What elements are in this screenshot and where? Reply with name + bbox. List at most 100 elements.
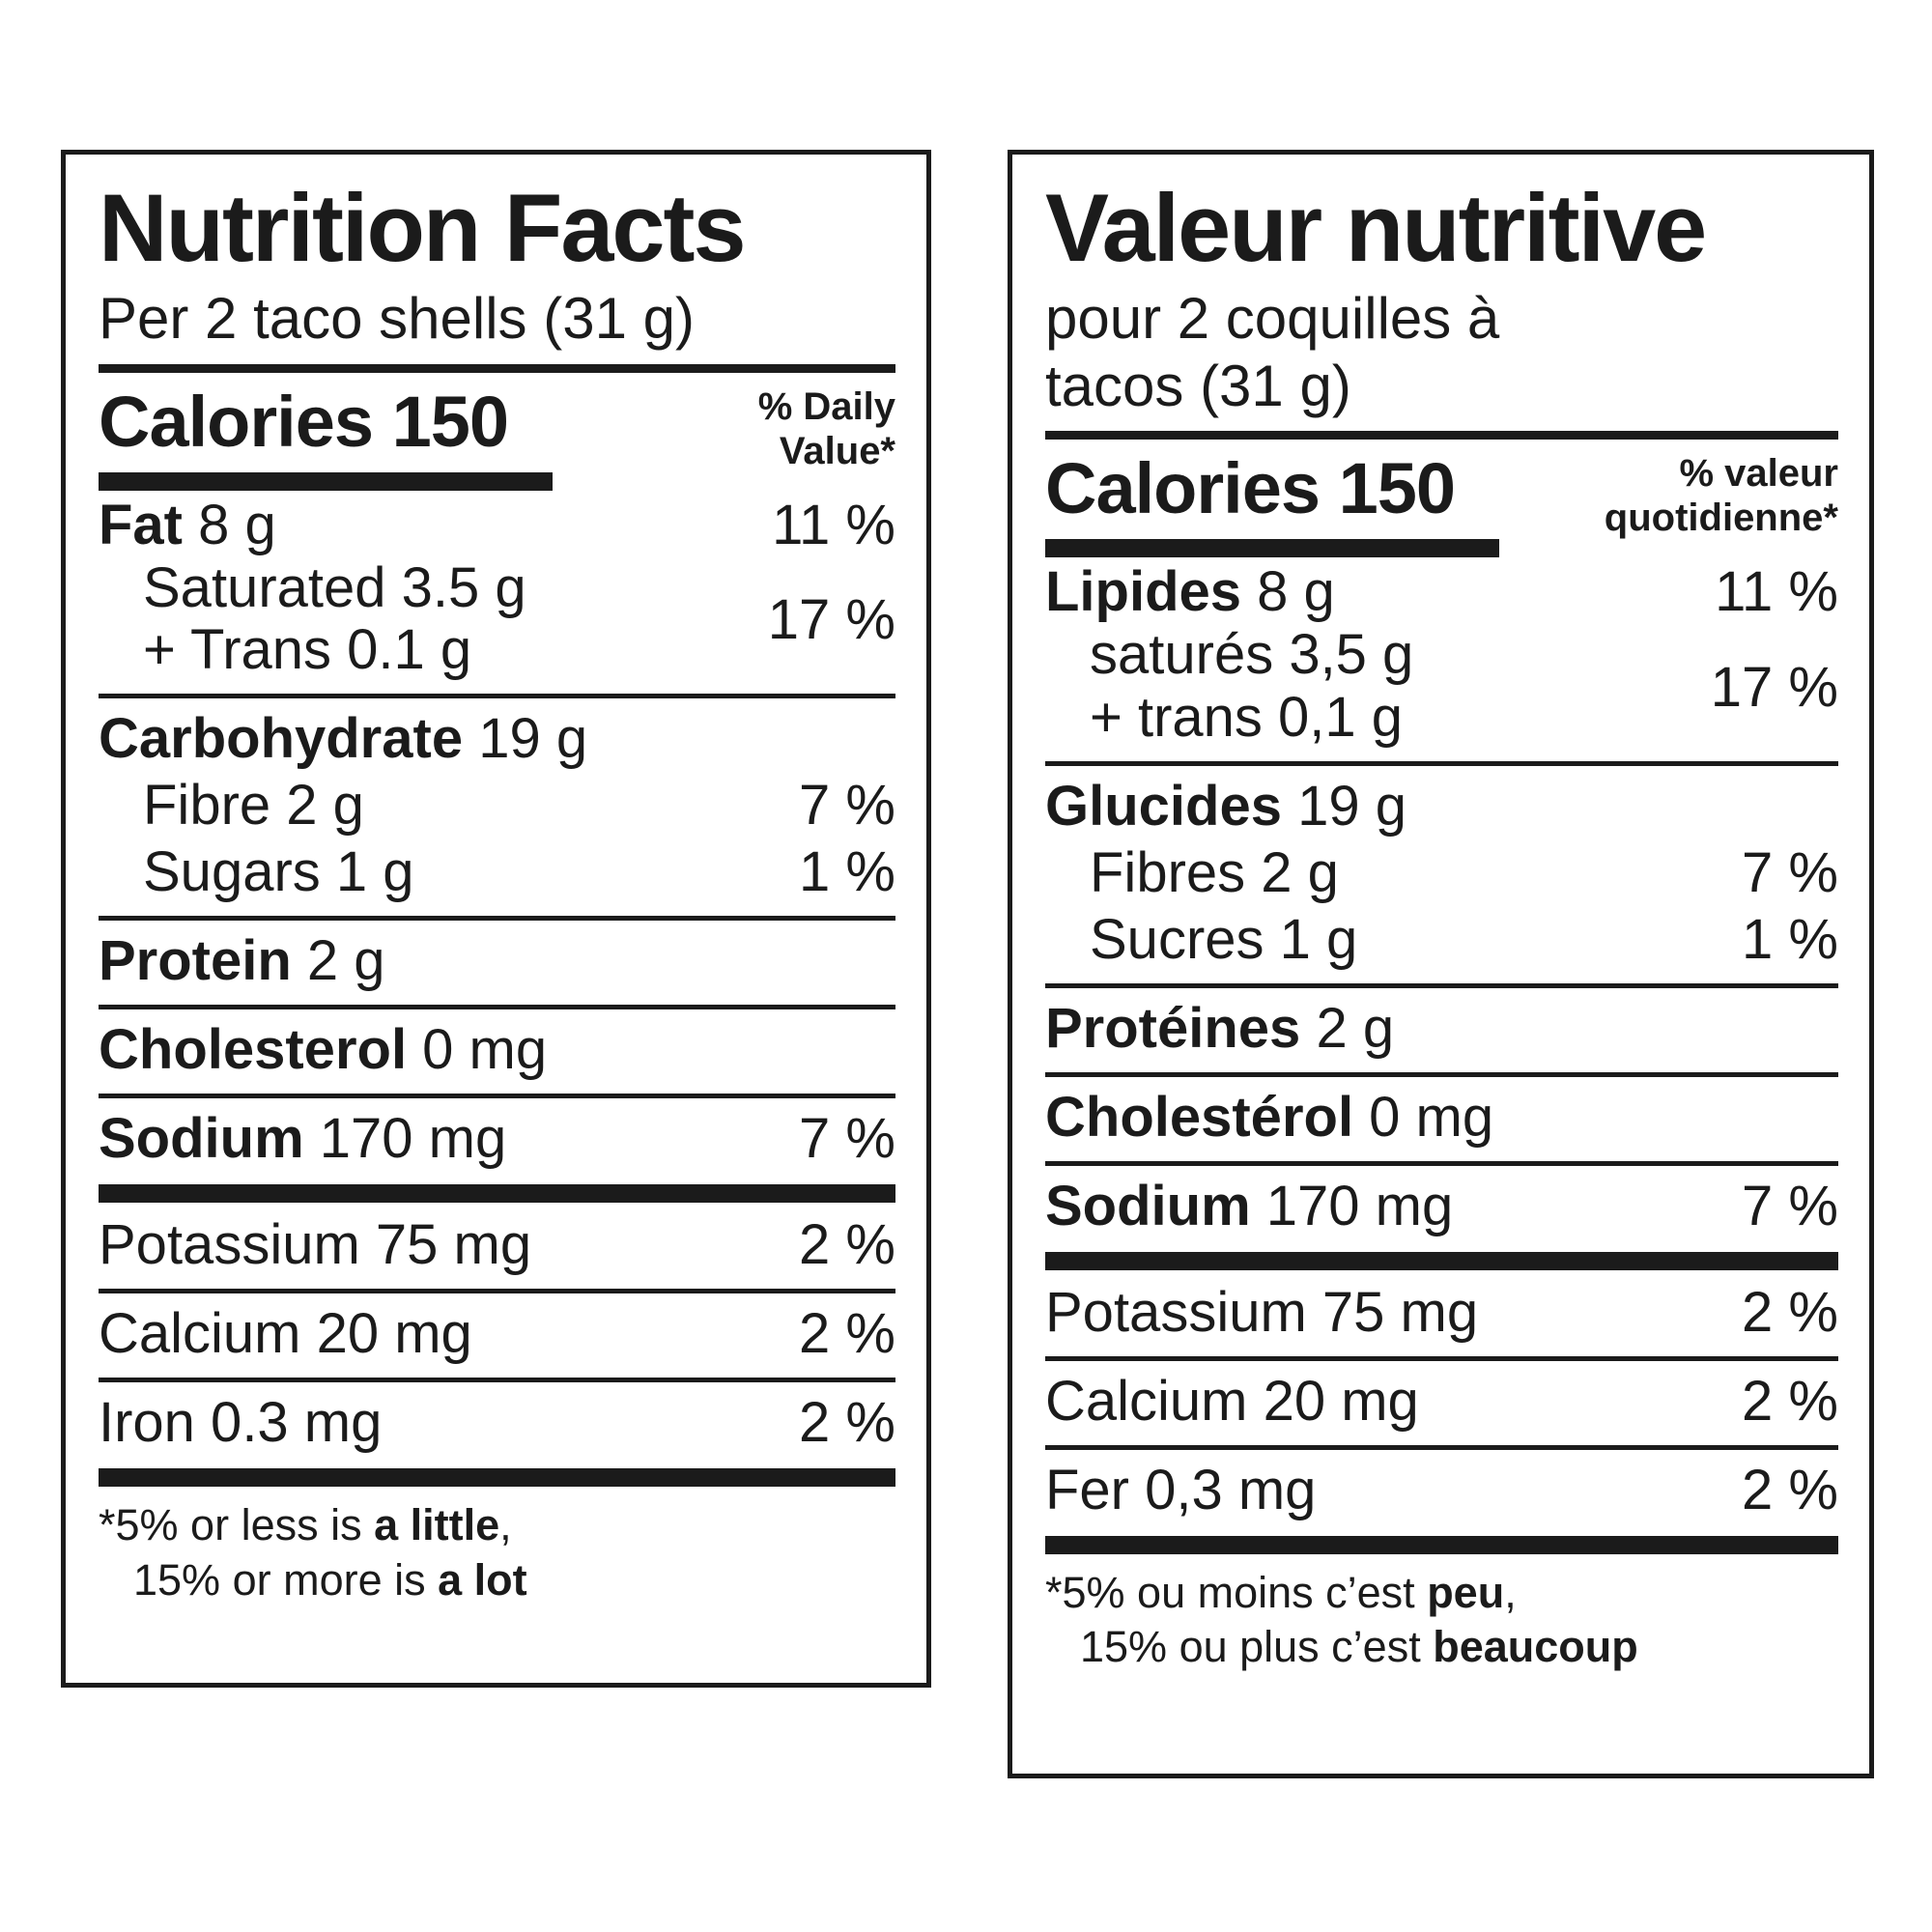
row-potassium-pct: 2 %: [799, 1213, 895, 1277]
row-proteines: Protéines 2 g: [1045, 996, 1838, 1061]
thick-divider: [99, 1468, 895, 1487]
footnote-line1: *5% ou moins c’est peu,: [1045, 1567, 1517, 1617]
row-sodium-fr-label: Sodium 170 mg: [1045, 1174, 1454, 1237]
divider: [1045, 1355, 1838, 1361]
row-sucres-label: Sucres 1 g: [1090, 907, 1358, 971]
row-potassium-fr-pct: 2 %: [1742, 1280, 1838, 1344]
footnote-en: *5% or less is a little, 15% or more is …: [99, 1498, 895, 1607]
row-sodium-pct: 7 %: [799, 1107, 895, 1171]
calories-block: Calories 150: [99, 381, 553, 491]
row-potassium-fr-label: Potassium 75 mg: [1045, 1280, 1479, 1344]
footnote-line2: 15% or more is a lot: [133, 1554, 527, 1605]
row-carbohydrate: Carbohydrate 19 g: [99, 707, 895, 771]
row-fat-pct: 11 %: [772, 493, 895, 556]
row-calcium-fr: Calcium 20 mg 2 %: [1045, 1369, 1838, 1434]
row-trans: + Trans 0.1 g: [143, 618, 472, 682]
nutrition-facts-panel-en: Nutrition Facts Per 2 taco shells (31 g)…: [61, 150, 931, 1688]
daily-value-header-fr: % valeur quotidienne*: [1605, 451, 1838, 557]
row-cholesterol-label: Cholesterol 0 mg: [99, 1018, 548, 1082]
row-calcium-fr-label: Calcium 20 mg: [1045, 1369, 1419, 1433]
row-potassium-fr: Potassium 75 mg 2 %: [1045, 1280, 1838, 1345]
thick-divider: [99, 1184, 895, 1204]
row-sugars: Sugars 1 g 1 %: [99, 840, 895, 904]
divider: [1045, 1444, 1838, 1450]
row-cholesterol: Cholesterol 0 mg: [99, 1018, 895, 1082]
panel-title-fr: Valeur nutritive: [1045, 174, 1707, 281]
divider: [99, 694, 895, 699]
header-rule: [99, 363, 895, 373]
row-iron: Iron 0.3 mg 2 %: [99, 1391, 895, 1455]
daily-value-header-line2: quotidienne*: [1604, 497, 1838, 540]
footnote-line1: *5% or less is a little,: [99, 1500, 512, 1549]
divider: [99, 916, 895, 922]
row-sucres: Sucres 1 g 1 %: [1045, 907, 1838, 972]
panel-title-en: Nutrition Facts: [99, 174, 747, 281]
row-calcium-pct: 2 %: [799, 1302, 895, 1366]
row-fibres: Fibres 2 g 7 %: [1045, 840, 1838, 905]
row-lipides: Lipides 8 g 11 %: [1045, 560, 1838, 624]
row-fer: Fer 0,3 mg 2 %: [1045, 1458, 1838, 1522]
row-glucides: Glucides 19 g: [1045, 775, 1838, 838]
row-lipides-label: Lipides 8 g: [1045, 560, 1335, 624]
calories-value: Calories 150: [1045, 448, 1456, 529]
calories-row-en: Calories 150 % Daily Value*: [99, 381, 895, 491]
divider: [99, 1094, 895, 1099]
row-glucides-label: Glucides 19 g: [1045, 775, 1406, 838]
row-lipides-pct: 11 %: [1715, 560, 1838, 624]
row-fibres-label: Fibres 2 g: [1090, 840, 1339, 904]
row-protein: Protein 2 g: [99, 929, 895, 993]
row-lipides-subgroup: saturés 3,5 g + trans 0,1 g 17 %: [1045, 623, 1838, 750]
row-calcium-fr-pct: 2 %: [1742, 1369, 1838, 1433]
row-iron-pct: 2 %: [799, 1391, 895, 1455]
calories-underbar: [1045, 539, 1499, 558]
row-carbohydrate-label: Carbohydrate 19 g: [99, 707, 588, 771]
serving-size-fr: pour 2 coquilles à tacos (31 g): [1045, 285, 1838, 419]
row-saturated: Saturated 3.5 g: [143, 555, 526, 619]
daily-value-header-line1: % Daily: [757, 384, 895, 428]
calories-value: Calories 150: [99, 381, 509, 462]
row-proteines-label: Protéines 2 g: [1045, 996, 1395, 1060]
row-iron-label: Iron 0.3 mg: [99, 1391, 383, 1455]
serving-size-fr-line1: pour 2 coquilles à: [1045, 285, 1500, 351]
divider: [1045, 1071, 1838, 1077]
row-fibre: Fibre 2 g 7 %: [99, 774, 895, 838]
row-sugars-pct: 1 %: [799, 840, 895, 904]
row-sodium-label: Sodium 170 mg: [99, 1107, 507, 1171]
row-satures: saturés 3,5 g: [1090, 623, 1414, 687]
row-trans: + trans 0,1 g: [1090, 686, 1404, 750]
row-fat-label: Fat 8 g: [99, 493, 276, 556]
calories-underbar: [99, 471, 553, 491]
row-cholesterol-fr-label: Cholestérol 0 mg: [1045, 1085, 1494, 1149]
daily-value-header-en: % Daily Value*: [758, 384, 895, 491]
row-fat-sublines: Saturated 3.5 g + Trans 0.1 g: [99, 555, 526, 683]
calories-row-fr: Calories 150 % valeur quotidienne*: [1045, 447, 1838, 558]
serving-size-fr-line2: tacos (31 g): [1045, 353, 1351, 418]
row-sugars-label: Sugars 1 g: [143, 840, 414, 904]
divider: [1045, 761, 1838, 767]
row-potassium-label: Potassium 75 mg: [99, 1213, 532, 1277]
divider: [99, 1005, 895, 1010]
row-fibre-pct: 7 %: [799, 774, 895, 838]
row-protein-label: Protein 2 g: [99, 929, 385, 993]
row-calcium-label: Calcium 20 mg: [99, 1302, 472, 1366]
divider: [1045, 982, 1838, 988]
row-potassium: Potassium 75 mg 2 %: [99, 1213, 895, 1277]
row-fat-subgroup: Saturated 3.5 g + Trans 0.1 g 17 %: [99, 555, 895, 683]
row-fibres-pct: 7 %: [1742, 840, 1838, 904]
footnote-line2: 15% ou plus c’est beaucoup: [1080, 1622, 1638, 1672]
daily-value-header-line2: Value*: [779, 429, 895, 472]
row-sodium-fr: Sodium 170 mg 7 %: [1045, 1174, 1838, 1238]
row-sat-trans-pct: 17 %: [767, 587, 895, 651]
serving-size-en: Per 2 taco shells (31 g): [99, 285, 695, 351]
footnote-fr: *5% ou moins c’est peu, 15% ou plus c’es…: [1045, 1566, 1838, 1675]
daily-value-header-line1: % valeur: [1679, 452, 1838, 496]
row-lipides-sublines: saturés 3,5 g + trans 0,1 g: [1045, 623, 1414, 750]
row-satures-trans-pct: 17 %: [1710, 655, 1838, 719]
valeur-nutritive-panel-fr: Valeur nutritive pour 2 coquilles à taco…: [1008, 150, 1874, 1778]
header-rule: [1045, 431, 1838, 440]
row-sodium: Sodium 170 mg 7 %: [99, 1107, 895, 1171]
row-fat: Fat 8 g 11 %: [99, 493, 895, 557]
divider: [99, 1289, 895, 1294]
row-fer-pct: 2 %: [1742, 1458, 1838, 1521]
